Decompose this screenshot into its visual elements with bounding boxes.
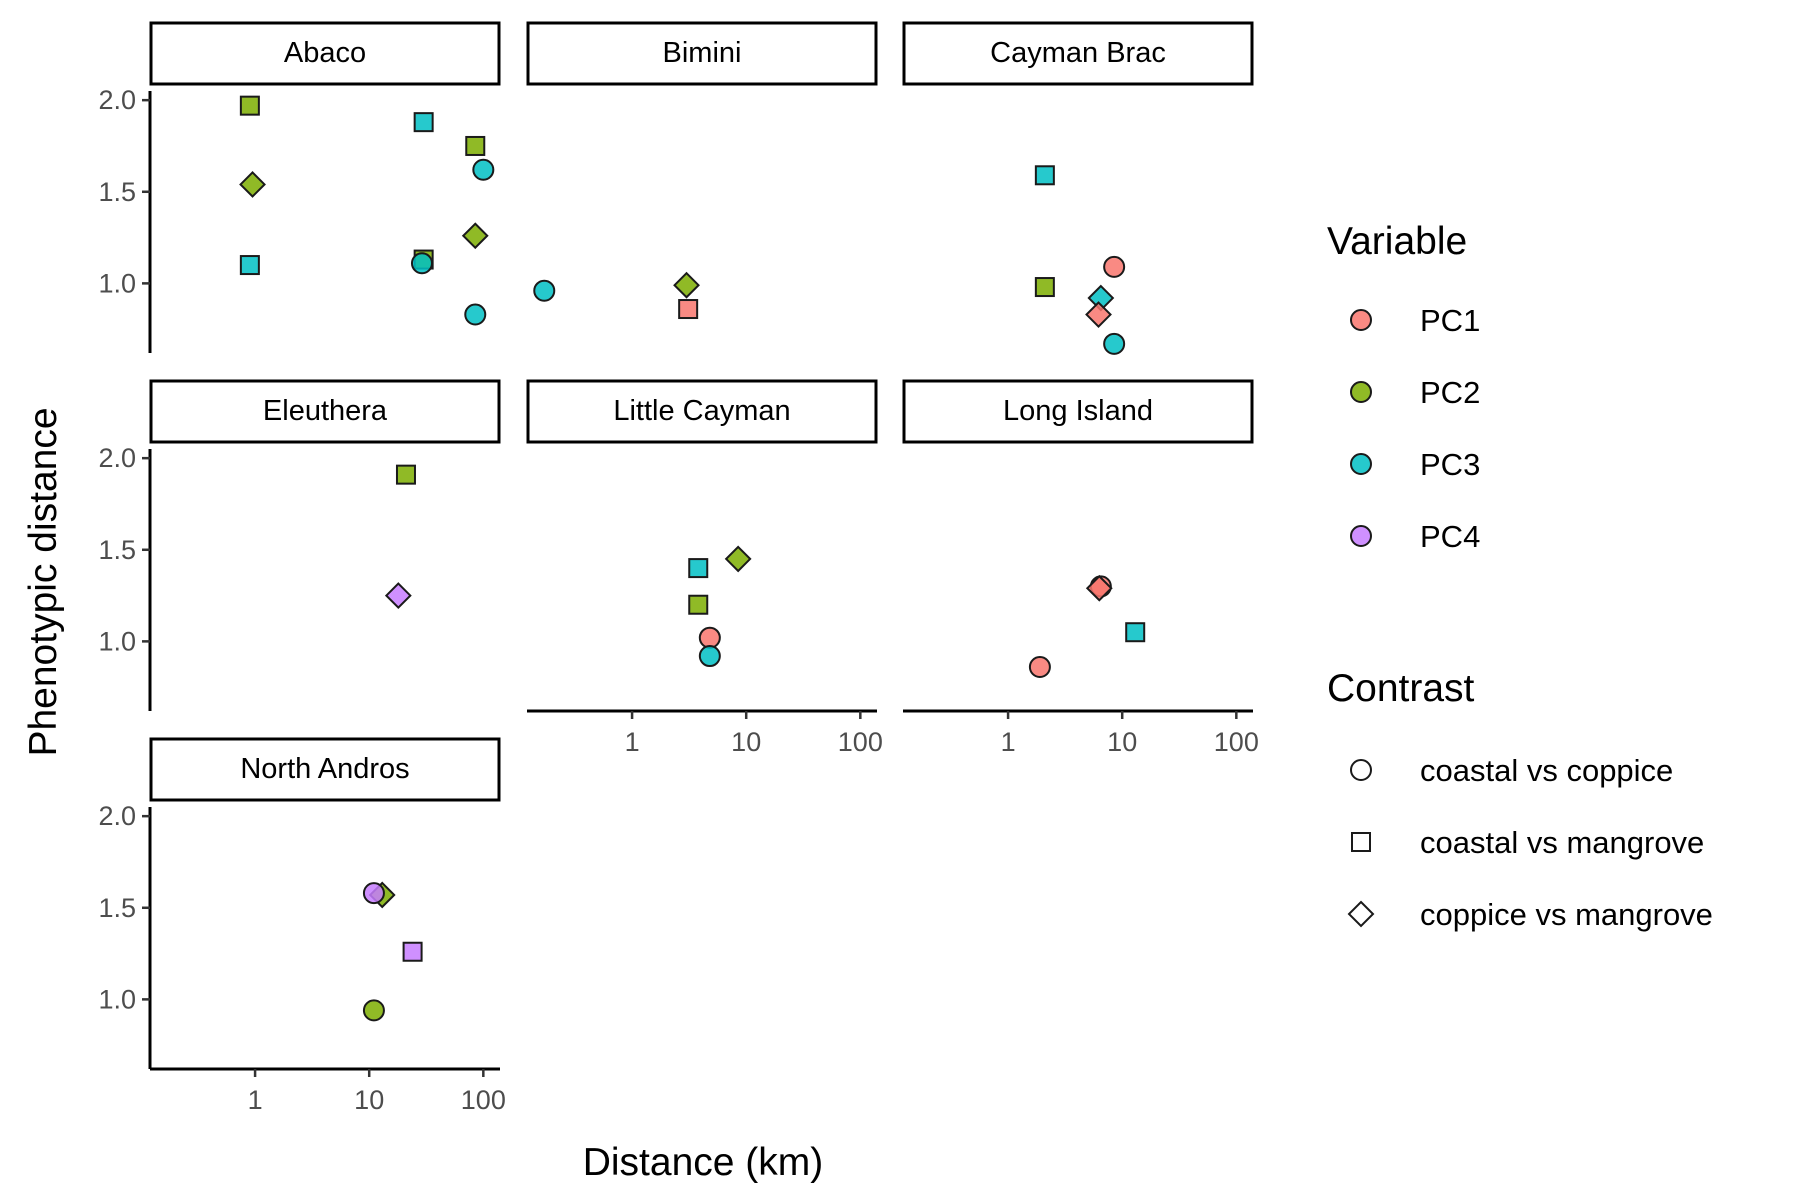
facet-strip	[149, 21, 501, 86]
y-axis-title: Phenotypic distance	[22, 407, 65, 756]
y-tick-label: 1.0	[98, 984, 136, 1014]
facet-strip-label: Little Cayman	[613, 395, 790, 427]
facet-strip	[902, 21, 1254, 86]
data-point	[1125, 622, 1146, 643]
data-point	[465, 135, 486, 156]
facet-strip	[526, 379, 878, 444]
data-point	[1028, 656, 1051, 679]
x-tick-label: 10	[354, 1085, 384, 1115]
facet-strip-label: Bimini	[663, 37, 742, 69]
legend: Variable PC1 PC2 PC3 PC4 Contrast coastal vs c…	[1327, 220, 1713, 932]
data-point	[688, 594, 709, 615]
legend-key-contrast	[1351, 832, 1371, 852]
facet-strip	[149, 379, 501, 444]
legend-key-variable	[1350, 453, 1372, 475]
y-tick-label: 2.0	[98, 801, 136, 831]
data-point	[673, 271, 700, 299]
data-point	[678, 299, 699, 320]
legend-key-contrast	[1350, 759, 1372, 781]
legend-label-contrast: coastal vs coppice	[1420, 753, 1673, 788]
legend-label-variable: PC1	[1420, 303, 1480, 338]
facet-panel: Abaco 1.0 1.5 2.0	[98, 21, 501, 353]
data-point	[362, 882, 385, 905]
legend-label-variable: PC4	[1420, 519, 1480, 554]
facet-panel: Cayman Brac	[902, 21, 1254, 355]
y-tick-label: 2.0	[98, 85, 136, 115]
data-point	[698, 645, 721, 668]
y-tick-label: 1.5	[98, 893, 136, 923]
data-point	[461, 222, 489, 250]
data-point	[239, 171, 266, 198]
data-point	[410, 252, 433, 275]
legend-label-contrast: coastal vs mangrove	[1420, 825, 1704, 860]
x-tick-label: 10	[1107, 727, 1137, 757]
data-point	[1103, 332, 1126, 355]
data-point	[1085, 574, 1113, 602]
facet-panel: Little Cayman 1 10 100	[526, 379, 883, 757]
data-point	[533, 279, 556, 302]
data-point	[362, 999, 385, 1022]
legend-label-variable: PC3	[1420, 447, 1480, 482]
data-point	[1034, 165, 1055, 186]
facet-strip-label: Cayman Brac	[990, 37, 1166, 69]
y-tick-label: 1.0	[98, 268, 136, 298]
data-point	[698, 626, 721, 649]
facet-strip-label: North Andros	[240, 753, 409, 785]
data-point	[239, 255, 260, 276]
facet-strip	[149, 737, 501, 802]
legend-title-variable: Variable	[1327, 220, 1467, 263]
x-tick-label: 100	[838, 727, 883, 757]
y-tick-label: 1.5	[98, 535, 136, 565]
y-tick-label: 2.0	[98, 443, 136, 473]
x-tick-label: 1	[1001, 727, 1016, 757]
data-point	[239, 95, 260, 116]
data-point	[413, 112, 434, 133]
legend-key-variable	[1350, 381, 1372, 403]
data-point	[1085, 301, 1112, 328]
y-tick-label: 1.0	[98, 626, 136, 656]
data-point	[384, 582, 412, 609]
data-point	[724, 545, 752, 573]
facet-panel: North Andros 1.0 1.5 2.0 1 10 100	[98, 737, 506, 1115]
facet-strip-label: Long Island	[1003, 395, 1153, 427]
data-point	[688, 558, 709, 579]
facet-strip	[902, 379, 1254, 444]
facet-strip-label: Abaco	[284, 37, 366, 69]
legend-label-variable: PC2	[1420, 375, 1480, 410]
x-tick-label: 10	[731, 727, 761, 757]
data-point	[472, 158, 495, 181]
facet-panel: Long Island 1 10 100	[902, 379, 1259, 757]
data-point	[395, 464, 416, 485]
legend-title-contrast: Contrast	[1327, 667, 1475, 710]
x-axis-title: Distance (km)	[583, 1141, 824, 1184]
legend-key-variable	[1350, 309, 1372, 331]
data-point	[1034, 277, 1055, 298]
legend-key-variable	[1350, 525, 1372, 547]
legend-label-contrast: coppice vs mangrove	[1420, 897, 1713, 932]
facet-panel: Eleuthera 1.0 1.5 2.0	[98, 379, 501, 711]
legend-key-contrast	[1347, 900, 1375, 928]
x-tick-label: 1	[248, 1085, 263, 1115]
data-point	[1103, 255, 1126, 278]
y-tick-label: 1.5	[98, 177, 136, 207]
x-tick-label: 1	[625, 727, 640, 757]
facet-strip-label: Eleuthera	[263, 395, 388, 427]
data-point	[464, 303, 487, 326]
facet-panels: Abaco 1.0 1.5 2.0 Bimini Cayman Brac Eleuthera…	[98, 21, 1259, 1115]
x-tick-label: 100	[1214, 727, 1259, 757]
x-tick-label: 100	[461, 1085, 506, 1115]
facet-strip	[526, 21, 878, 86]
data-point	[402, 941, 423, 962]
facet-panel: Bimini	[526, 21, 878, 320]
